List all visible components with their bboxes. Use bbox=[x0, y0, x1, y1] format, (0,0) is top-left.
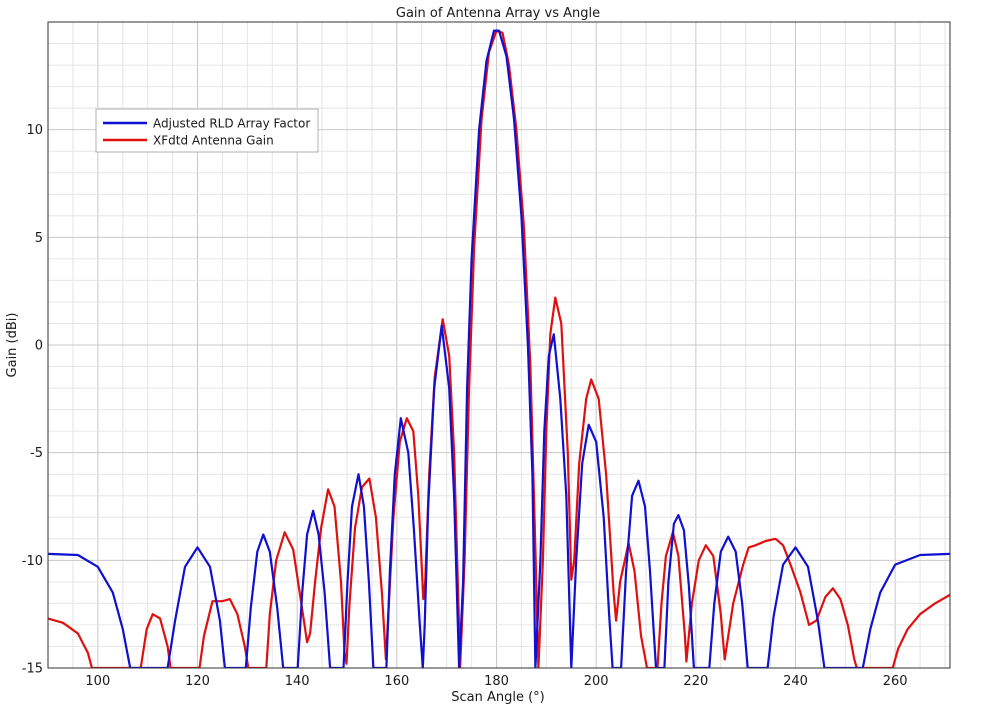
series-adjusted-rld-array-factor bbox=[48, 29, 950, 668]
x-tick-label: 260 bbox=[883, 674, 908, 689]
y-tick-label: -10 bbox=[22, 554, 43, 569]
y-tick-label: 0 bbox=[35, 339, 43, 354]
x-tick-label: 200 bbox=[584, 674, 609, 689]
legend-label-rld: Adjusted RLD Array Factor bbox=[153, 117, 310, 131]
y-axis-label: Gain (dBi) bbox=[5, 313, 20, 378]
y-tick-label: -15 bbox=[22, 662, 43, 677]
tick-labels: 100 120 140 160 180 200 220 240 260 -15 -10 -5 0 5 10 bbox=[22, 123, 908, 689]
x-tick-label: 160 bbox=[384, 674, 409, 689]
y-tick-label: 10 bbox=[26, 123, 43, 138]
x-tick-label: 120 bbox=[185, 674, 210, 689]
x-tick-label: 180 bbox=[484, 674, 509, 689]
series-group bbox=[48, 29, 950, 668]
plot-frame bbox=[47, 21, 951, 669]
legend-label-xfdtd: XFdtd Antenna Gain bbox=[153, 134, 274, 148]
chart-title: Gain of Antenna Array vs Angle bbox=[396, 6, 600, 21]
y-tick-label: 5 bbox=[35, 231, 43, 246]
y-tick-label: -5 bbox=[30, 446, 43, 461]
x-axis-label: Scan Angle (°) bbox=[451, 690, 545, 705]
legend-box bbox=[95, 108, 319, 153]
x-tick-label: 240 bbox=[783, 674, 808, 689]
legend: Adjusted RLD Array Factor XFdtd Antenna … bbox=[95, 108, 319, 153]
x-tick-label: 100 bbox=[85, 674, 110, 689]
x-tick-label: 220 bbox=[683, 674, 708, 689]
x-tick-label: 140 bbox=[285, 674, 310, 689]
